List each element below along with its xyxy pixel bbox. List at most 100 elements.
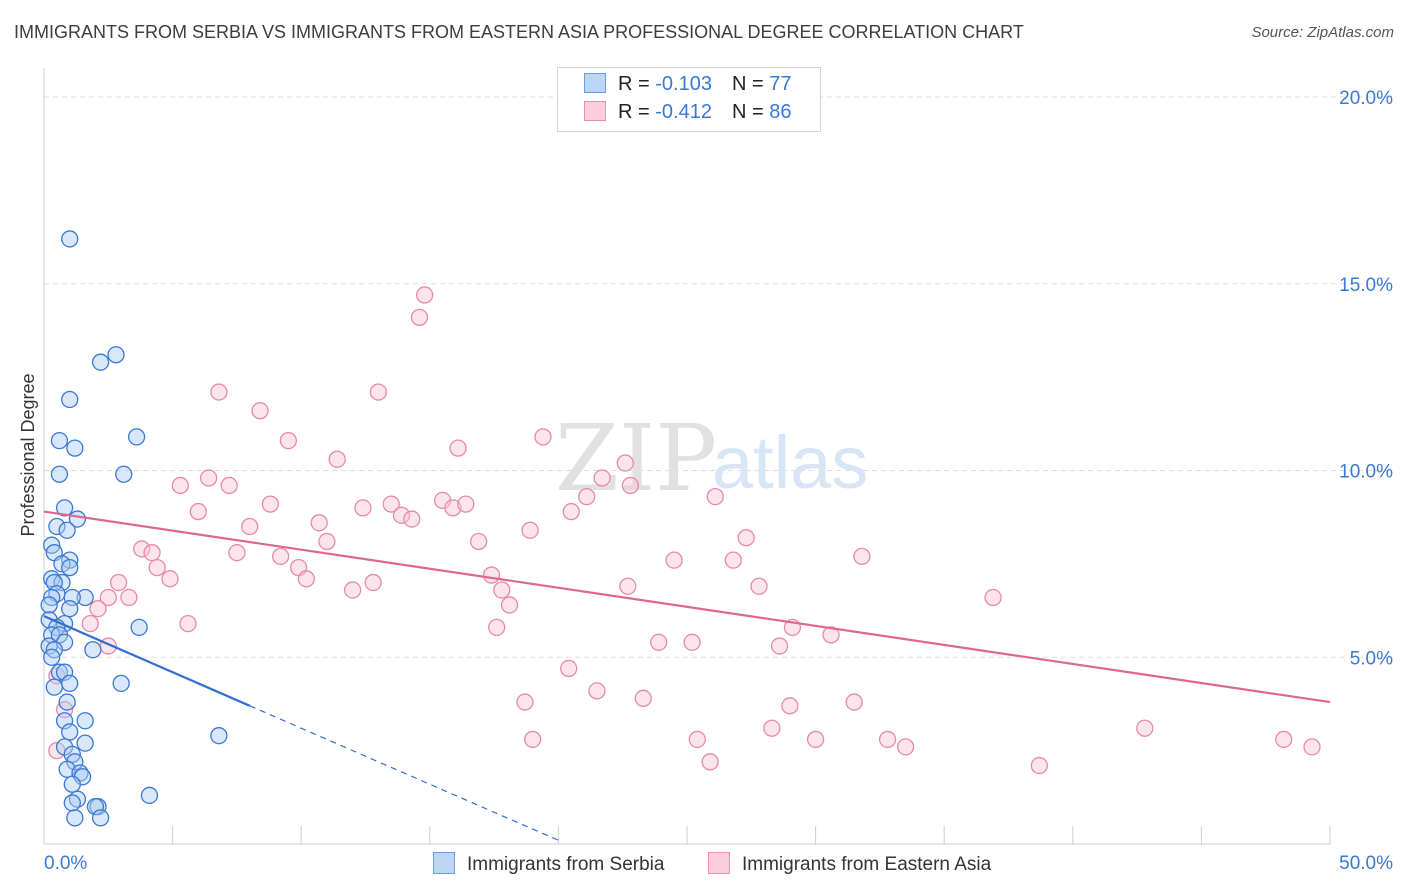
data-point-eastern-asia [650,633,668,651]
data-point-serbia [76,712,94,730]
data-point-serbia [61,600,79,618]
bottom-legend-serbia: Immigrants from Serbia [433,852,664,876]
data-point-eastern-asia [279,431,297,450]
data-point-eastern-asia [683,633,701,651]
data-point-serbia [45,678,63,696]
data-point-serbia [55,712,74,730]
y-tick-label: 10.0% [1339,462,1393,483]
data-point-eastern-asia [457,495,475,513]
data-point-eastern-asia [310,514,328,532]
data-point-eastern-asia [763,719,781,737]
data-point-serbia [61,230,79,248]
data-point-eastern-asia [688,730,706,749]
data-point-eastern-asia [382,495,400,513]
trend-line-eastern-asia [43,510,1331,704]
data-point-serbia [58,693,76,711]
data-point-eastern-asia [493,581,511,599]
legend-n-label: N = [731,101,770,123]
zipatlas-watermark: ZIP atlas [555,405,868,512]
data-point-eastern-asia [488,618,506,637]
legend-swatch-easia [584,101,606,121]
data-point-eastern-asia [560,659,578,678]
data-point-eastern-asia [179,614,197,633]
data-point-serbia [76,734,94,752]
data-point-eastern-asia [616,454,634,472]
data-point-eastern-asia [271,547,290,566]
data-point-serbia [210,727,228,745]
trend-line-serbia-extension [249,705,559,841]
data-point-serbia [63,775,81,793]
data-point-serbia [50,431,69,450]
data-point-eastern-asia [578,487,596,506]
data-point-eastern-asia [896,738,915,756]
y-tick-label: 5.0% [1350,648,1393,669]
legend-row-serbia: R = -0.103 N = 77 [584,73,791,99]
y-axis-label: Professional Degree [18,373,38,536]
data-point-eastern-asia [1136,719,1154,737]
data-point-serbia [48,517,66,536]
data-point-eastern-asia [724,551,742,569]
data-point-eastern-asia [737,529,755,547]
data-point-eastern-asia [1303,738,1321,756]
x-tick-label-max: 50.0% [1339,853,1393,874]
y-tick-label: 20.0% [1339,88,1393,109]
data-point-eastern-asia [143,544,161,562]
data-point-serbia [140,786,159,805]
bottom-legend-swatch-serbia [433,852,455,874]
data-point-eastern-asia [261,495,279,513]
chart-title: IMMIGRANTS FROM SERBIA VS IMMIGRANTS FRO… [14,22,1024,42]
source-label: Source: ZipAtlas.com [1251,24,1394,41]
data-points [40,230,1321,827]
data-point-eastern-asia [148,558,166,577]
data-point-eastern-asia [701,753,719,771]
data-point-eastern-asia [521,521,539,539]
legend-row-easia: R = -0.412 N = 86 [584,101,791,127]
data-point-eastern-asia [449,439,467,457]
data-point-eastern-asia [665,551,683,569]
data-point-serbia [61,390,79,409]
trend-line-serbia [43,615,251,707]
bottom-legend-label-serbia: Immigrants from Serbia [467,854,665,875]
grid-lines [44,96,1392,658]
data-point-eastern-asia [133,540,151,558]
data-point-eastern-asia [534,428,552,446]
data-point-eastern-asia [750,577,768,595]
y-tick-label: 15.0% [1339,275,1393,296]
data-point-eastern-asia [984,588,1002,607]
data-point-serbia [86,798,105,816]
data-point-eastern-asia [500,596,519,614]
data-point-eastern-asia [297,570,315,588]
data-point-eastern-asia [853,547,871,566]
legend-n-label: N = [731,73,770,95]
data-point-eastern-asia [99,588,117,607]
data-point-eastern-asia [770,637,789,655]
data-point-serbia [84,641,102,659]
data-point-eastern-asia [470,532,488,551]
data-point-eastern-asia [1275,730,1293,749]
data-point-serbia [43,648,61,666]
data-point-eastern-asia [619,577,637,595]
data-point-eastern-asia [806,730,825,749]
data-point-serbia [55,663,74,681]
axes [43,68,1331,845]
data-point-eastern-asia [416,286,434,304]
data-point-eastern-asia [524,730,542,749]
data-point-eastern-asia [621,476,640,495]
data-point-eastern-asia [482,566,501,584]
data-point-eastern-asia [1030,756,1049,775]
data-point-serbia [107,346,125,364]
data-point-serbia [61,558,79,577]
watermark-atlas: atlas [712,421,868,504]
legend-r-label: R = [618,73,656,95]
data-point-serbia [115,465,133,483]
legend-swatch-serbia [584,73,606,93]
data-point-eastern-asia [251,402,269,420]
correlation-legend: R = -0.103 N = 77 R = -0.412 N = 86 [557,67,821,132]
data-point-eastern-asia [364,573,382,592]
bottom-legend-easia: Immigrants from Eastern Asia [708,852,991,876]
data-point-eastern-asia [403,510,421,528]
data-point-eastern-asia [318,532,336,551]
data-point-serbia [61,674,79,693]
data-point-serbia [66,439,84,457]
